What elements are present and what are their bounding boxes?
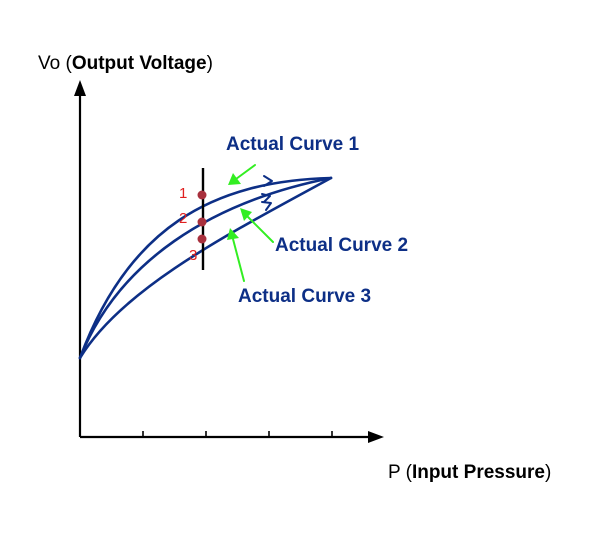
point-number-2: 2 xyxy=(179,210,187,227)
y-axis-label-bold: Output Voltage xyxy=(72,53,207,74)
curve-2-pointer-line xyxy=(246,215,274,243)
curve-1-pointer-head xyxy=(228,173,241,185)
x-axis-label-prefix: P ( xyxy=(388,462,413,483)
point-number-1: 1 xyxy=(179,185,187,202)
curve-3-direction-arrow xyxy=(261,201,272,211)
x-axis-arrowhead xyxy=(368,431,384,443)
actual-curve-3-label: Actual Curve 3 xyxy=(238,286,371,307)
curve-1-direction-arrow xyxy=(263,175,273,187)
y-axis-arrowhead xyxy=(74,80,86,96)
actual-curve-1 xyxy=(78,176,333,360)
y-axis-label: Vo (Output Voltage) xyxy=(38,53,213,74)
curve-3-pointer-head xyxy=(227,228,239,240)
point-marker-2 xyxy=(197,217,207,227)
curves xyxy=(78,175,333,360)
curve-3-pointer-line xyxy=(232,238,245,282)
point-marker-1 xyxy=(197,190,207,200)
y-axis-label-suffix: ) xyxy=(207,53,213,74)
point-number-3: 3 xyxy=(189,247,197,264)
point-marker-3 xyxy=(197,234,207,244)
actual-curve-3 xyxy=(78,176,333,360)
curve-2-pointer-head xyxy=(240,208,252,221)
x-axis-label-suffix: ) xyxy=(545,462,551,483)
actual-curve-2-label: Actual Curve 2 xyxy=(275,235,408,256)
curve-2-direction-arrow xyxy=(261,193,271,203)
actual-curve-2 xyxy=(78,176,333,360)
intersection-points: 1 2 3 xyxy=(179,185,207,264)
curve-1-pointer-line xyxy=(235,164,256,180)
axes xyxy=(74,80,384,443)
x-axis-label: P (Input Pressure) xyxy=(388,462,551,483)
y-axis-label-prefix: Vo ( xyxy=(38,53,72,74)
actual-curve-1-label: Actual Curve 1 xyxy=(226,134,359,155)
pointer-arrows xyxy=(227,164,274,282)
x-axis-label-bold: Input Pressure xyxy=(412,462,545,483)
